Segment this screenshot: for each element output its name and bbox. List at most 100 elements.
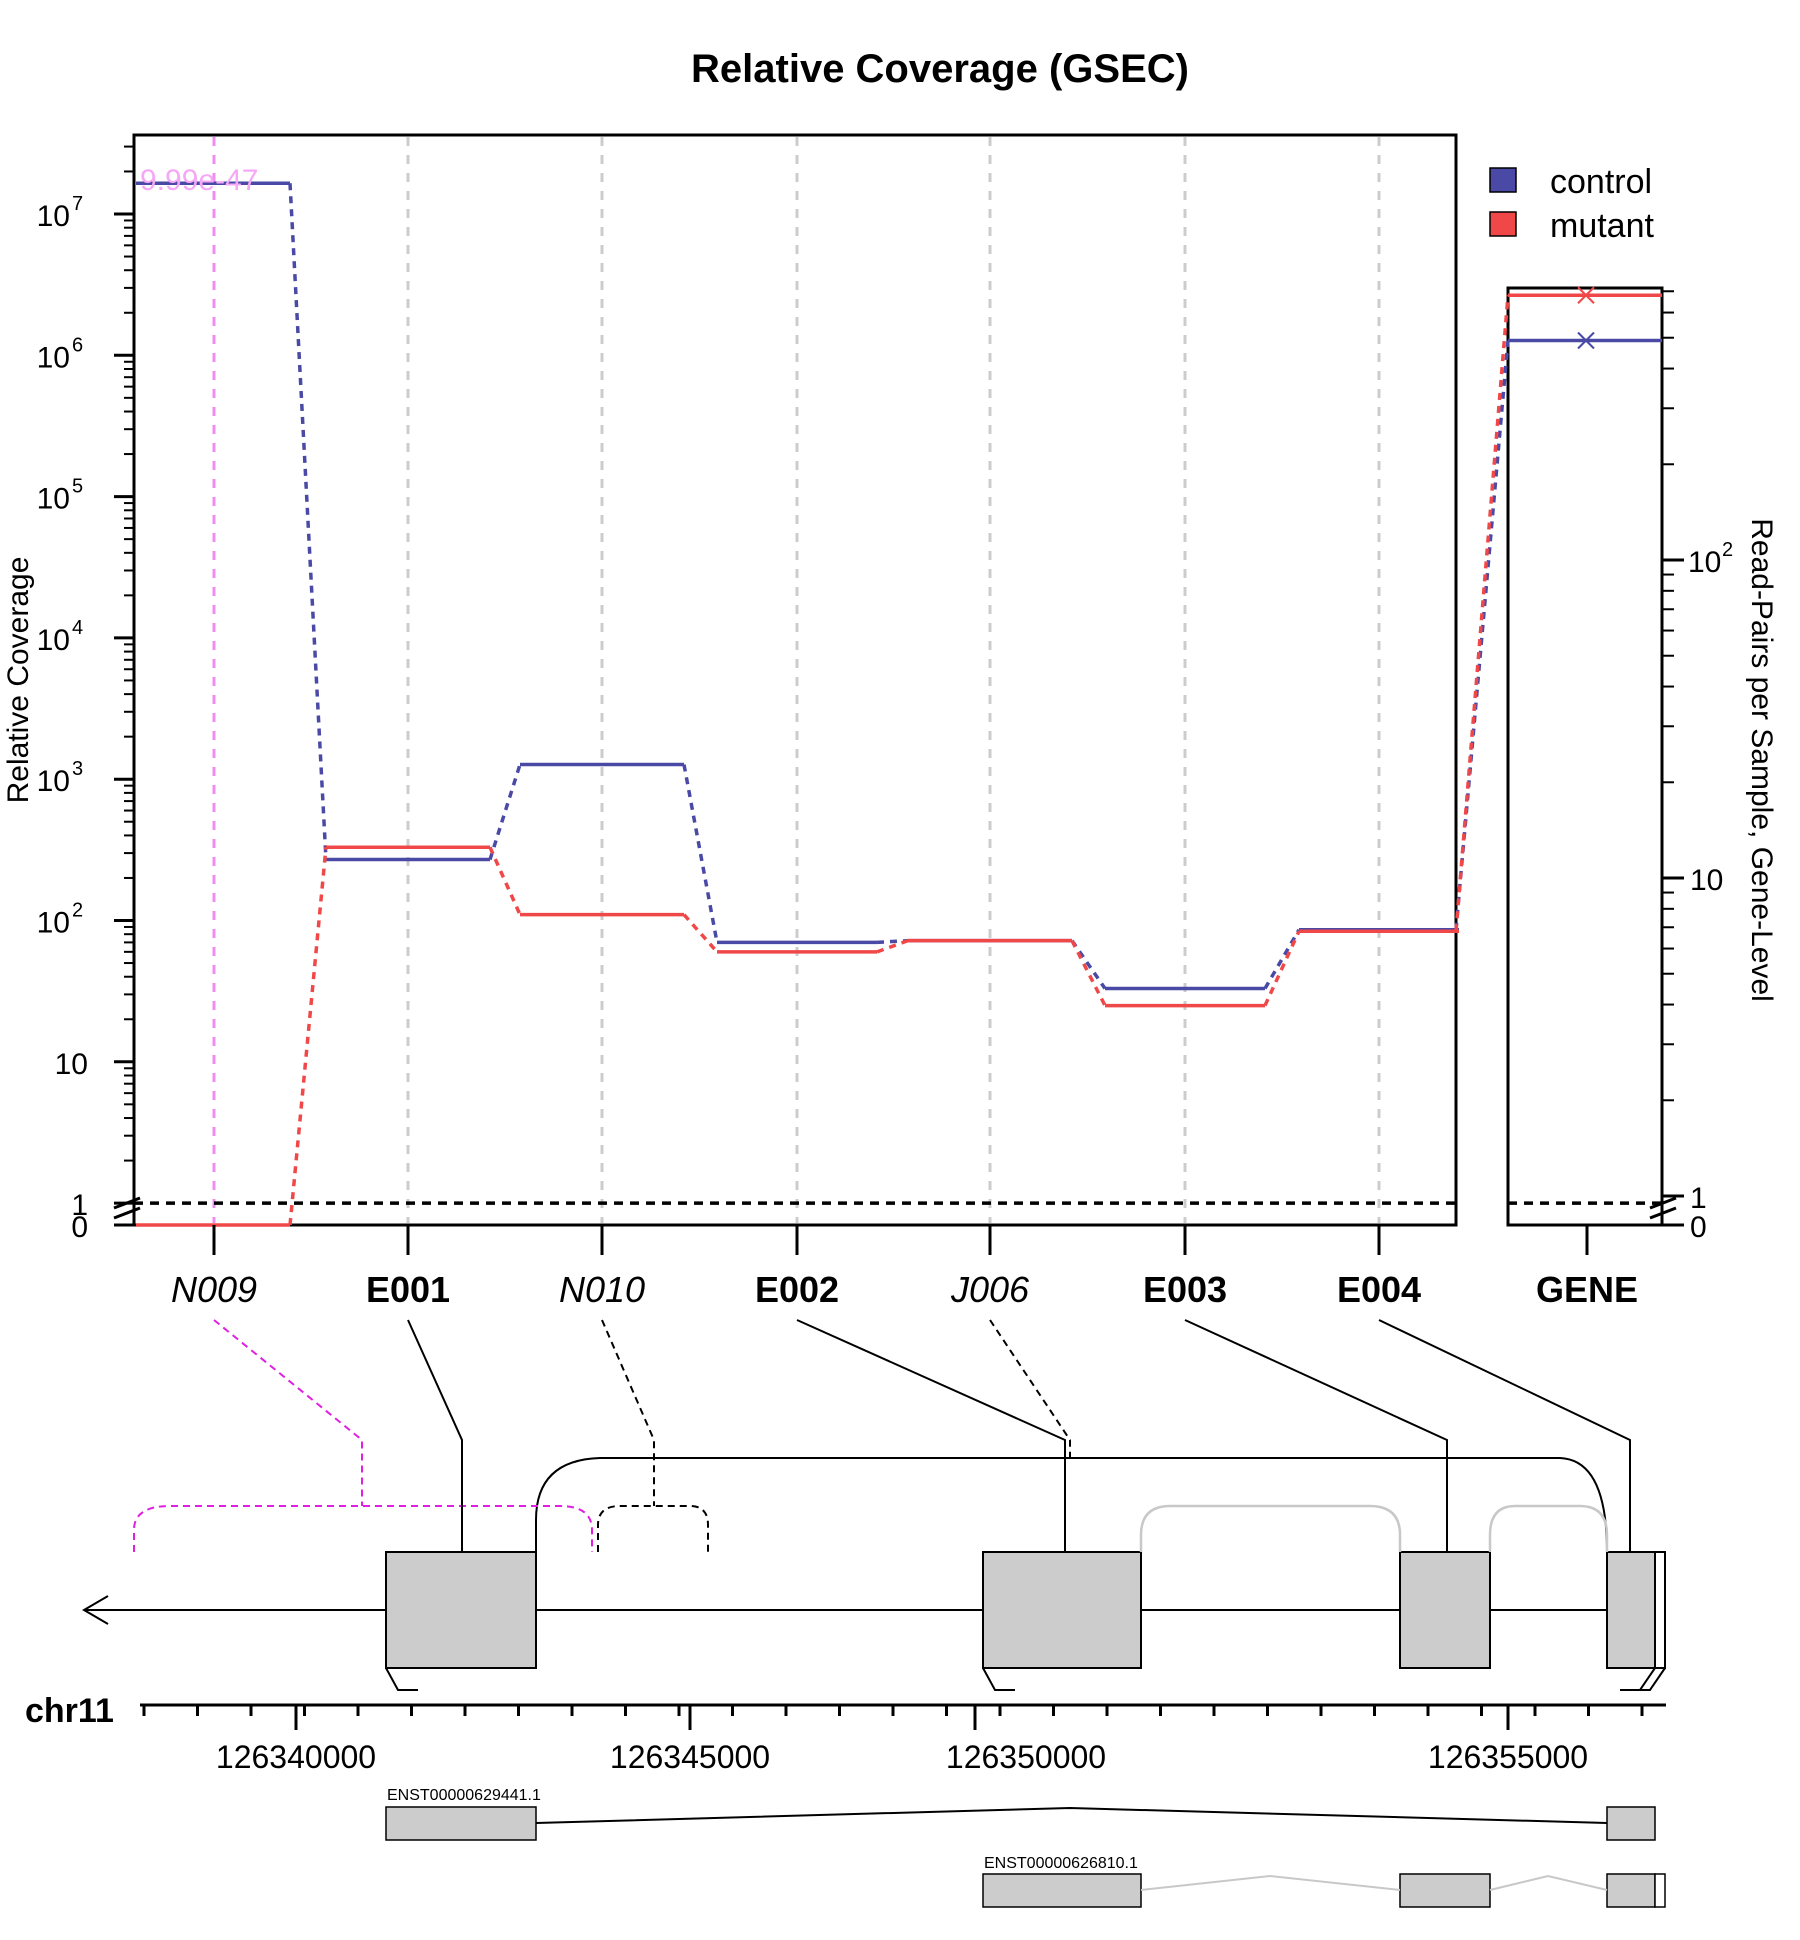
feature-connector-J006 (989, 1319, 1071, 1458)
coordinate-label: 126355000 (1428, 1739, 1588, 1775)
transcript-exon (385, 1806, 537, 1841)
exon-box (1654, 1551, 1666, 1669)
axis-break (1649, 1196, 1677, 1210)
y-tick-label: 0 (71, 1211, 88, 1244)
y-tick-label: 10 (37, 341, 70, 374)
y-tick-label: 10 (37, 765, 70, 798)
coordinate-label: 126340000 (216, 1739, 376, 1775)
series-connector-control (1454, 340, 1510, 930)
exon-box (1606, 1551, 1656, 1669)
y-tick-label-exp: 5 (72, 476, 83, 498)
y2-tick-label: 1 (1690, 1182, 1707, 1215)
y-tick-label-exp: 6 (72, 334, 83, 356)
gene-level-marker-control (1577, 331, 1595, 350)
gene-label: GENE (1536, 1269, 1638, 1310)
junction-arc-alt (1488, 1504, 1609, 1552)
y2-tick-label: 0 (1690, 1211, 1707, 1244)
series-connector-control (1070, 939, 1107, 990)
feature-connector-E003 (1184, 1319, 1448, 1552)
series-connector-mutant (682, 913, 719, 954)
legend-label-control: control (1550, 163, 1652, 201)
y-tick-label-exp: 3 (72, 758, 83, 780)
gene-level-marker-mutant (1577, 286, 1595, 304)
gene-panel-frame (1506, 286, 1664, 1227)
exon-box (982, 1551, 1142, 1669)
gene-model: 126340000 126345000 126350000 126355000 ENST… (82, 1319, 1666, 1908)
feature-label-E002: E002 (755, 1269, 839, 1310)
y-tick-label: 10 (37, 907, 70, 940)
series-connector-mutant (876, 939, 909, 954)
axis-break (1649, 1206, 1677, 1220)
series-connector-control (288, 183, 328, 860)
series-connector-control (488, 764, 522, 861)
feature-connector-E002 (796, 1319, 1066, 1552)
feature-label-E003: E003 (1143, 1269, 1227, 1310)
feature-label-E001: E001 (366, 1269, 450, 1310)
feature-connector-N010 (601, 1319, 655, 1506)
pvalue-label: 9.99e-47 (140, 164, 258, 197)
y-tick-label: 10 (37, 200, 70, 233)
exon-box (385, 1551, 537, 1669)
legend-swatch-mutant (1489, 211, 1517, 237)
y-tick-label: 1 (71, 1189, 88, 1222)
main-panel-frame (132, 133, 1458, 1227)
chart-title: Relative Coverage (GSEC) (691, 47, 1189, 91)
feature-gridlines (134, 137, 1662, 1223)
series-connector-control (682, 764, 719, 943)
series-connector-mutant (1454, 295, 1510, 932)
transcript-exon (1606, 1806, 1656, 1841)
transcript-exon (982, 1873, 1142, 1908)
novel-junction-highlight (133, 1505, 593, 1552)
series-connector-control (1263, 928, 1301, 990)
transcript-exon (1399, 1873, 1491, 1908)
transcript-intron (535, 1806, 1608, 1824)
y-tick-label-exp: 2 (72, 900, 83, 922)
series-connector-mutant (488, 846, 522, 916)
junction-arc-alt (1139, 1504, 1402, 1552)
axis-break (113, 1196, 141, 1210)
transcript-label: ENST00000626810.1 (984, 1855, 1138, 1872)
y-tick-label: 10 (55, 1048, 88, 1081)
series-lines (136, 181, 1510, 1227)
y2-axis-label: Read-Pairs per Sample, Gene-Level (1745, 518, 1778, 1002)
chromosome-label: chr11 (25, 1692, 114, 1730)
y2-tick-label-exp: 2 (1722, 539, 1733, 561)
junction-arc (535, 1457, 1608, 1553)
y-axis-label: Relative Coverage (2, 557, 35, 804)
exon-corner (1625, 1667, 1656, 1691)
series-connector-mutant (1263, 930, 1301, 1007)
legend: control mutant (1489, 163, 1654, 245)
exon-corner (385, 1667, 418, 1691)
novel-junction (597, 1505, 709, 1552)
feature-label-E004: E004 (1337, 1269, 1421, 1310)
y-tick-label: 10 (37, 483, 70, 516)
transcript-label: ENST00000629441.1 (387, 1787, 541, 1804)
feature-connector-N009 (213, 1319, 363, 1506)
transcript-intron (1489, 1874, 1608, 1891)
series-connector-control (876, 938, 909, 945)
legend-swatch-control (1489, 167, 1517, 193)
feature-label-N009: N009 (171, 1269, 257, 1310)
feature-label-N010: N010 (559, 1269, 645, 1310)
y-tick-label-exp: 4 (72, 617, 83, 639)
gene-level-marks (1508, 286, 1662, 350)
feature-label-J006: J006 (950, 1269, 1030, 1310)
transcript-exon (1606, 1873, 1656, 1908)
y2-tick-label: 10 (1688, 546, 1721, 579)
transcript-exon-utr (1654, 1873, 1666, 1908)
legend-label-mutant: mutant (1550, 207, 1654, 245)
strand-arrow (82, 1595, 109, 1625)
exon-box (1399, 1551, 1491, 1669)
feature-connector-E004 (1378, 1319, 1631, 1552)
series-connector-mutant (1070, 939, 1107, 1007)
coordinate-label: 126345000 (610, 1739, 770, 1775)
y-tick-label: 10 (37, 624, 70, 657)
y2-tick-label: 10 (1690, 864, 1723, 897)
transcript-intron (1140, 1874, 1401, 1891)
y-tick-label-exp: 7 (72, 193, 83, 215)
exon-corner (982, 1667, 1015, 1691)
feature-connector-E001 (407, 1319, 463, 1552)
